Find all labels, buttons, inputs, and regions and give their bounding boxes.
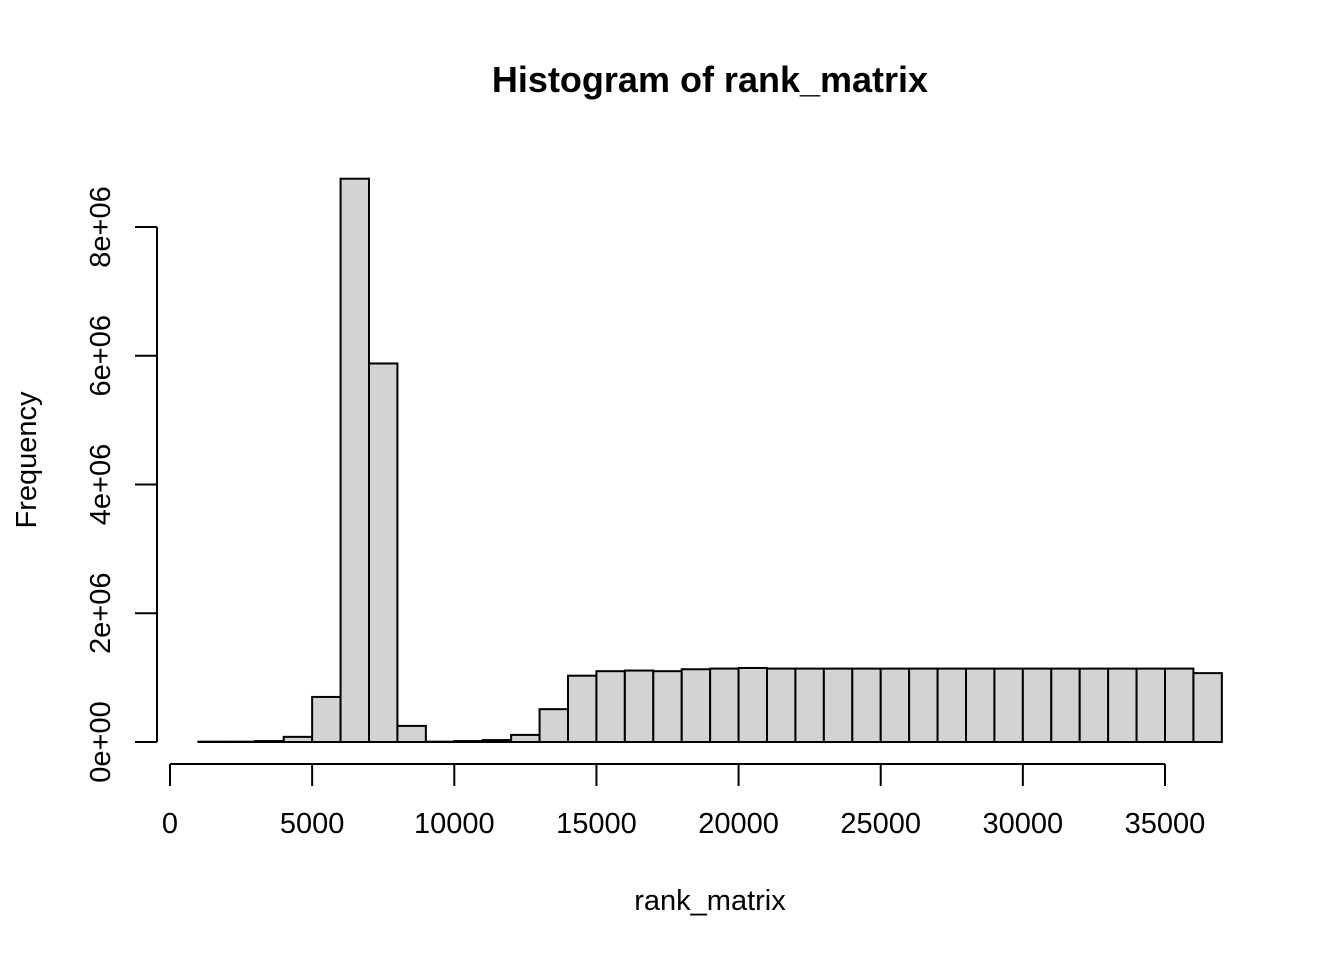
y-tick-label: 2e+06 (85, 573, 117, 654)
histogram-bar (510, 733, 541, 744)
x-axis: 0 5000 10000 15000 20000 25000 30000 35000 (162, 763, 1206, 840)
histogram-bar (396, 724, 427, 743)
y-tick-label: 4e+06 (85, 444, 117, 525)
y-tick-label: 8e+06 (85, 186, 117, 267)
histogram-bar (1192, 672, 1223, 744)
histogram-bar (936, 667, 967, 743)
x-tick-label: 5000 (280, 808, 345, 840)
histogram-bar (965, 667, 996, 743)
y-tick-label: 6e+06 (85, 315, 117, 396)
x-tick-label: 0 (162, 808, 178, 840)
x-tick-label: 10000 (414, 808, 495, 840)
histogram-bar (851, 667, 882, 743)
y-axis: 0e+00 2e+06 4e+06 6e+06 8e+06 (85, 186, 158, 783)
histogram-bar (766, 667, 797, 743)
histogram-bar (1107, 667, 1138, 743)
x-tick-label: 15000 (556, 808, 637, 840)
y-axis-label: Frequency (11, 391, 43, 529)
histogram-bar (282, 735, 314, 743)
histogram-bar (1135, 667, 1166, 743)
x-axis-label: rank_matrix (634, 885, 786, 917)
histogram-bar (908, 667, 939, 743)
histogram-bar (1021, 667, 1053, 743)
histogram-bar (993, 667, 1024, 743)
histogram-bar (595, 670, 626, 743)
y-tick-label: 0e+00 (85, 701, 117, 782)
histogram-bar (822, 667, 854, 743)
histogram-bar (311, 695, 342, 743)
histogram-bar (1078, 667, 1110, 743)
histogram-bar (453, 740, 484, 743)
histogram-bar (680, 668, 712, 743)
x-tick-label: 30000 (983, 808, 1064, 840)
histogram-bar (709, 667, 740, 743)
bars-group (197, 177, 1223, 744)
x-tick-label: 25000 (840, 808, 921, 840)
histogram-bar (879, 667, 911, 743)
histogram-bar (567, 674, 598, 743)
x-tick-label: 35000 (1125, 808, 1206, 840)
histogram-bar (737, 666, 768, 743)
x-tick-label: 20000 (698, 808, 779, 840)
histogram-bar (794, 667, 825, 743)
chart-title: Histogram of rank_matrix (492, 59, 928, 100)
histogram-bar (623, 669, 655, 744)
histogram-bar (538, 708, 569, 744)
histogram-bar (1050, 667, 1081, 743)
histogram-bar (254, 740, 285, 743)
histogram-bar (652, 670, 683, 743)
histogram-bar (368, 362, 399, 743)
histogram-bar (481, 739, 513, 743)
histogram-bar (339, 177, 371, 743)
histogram-bar (1164, 667, 1195, 743)
